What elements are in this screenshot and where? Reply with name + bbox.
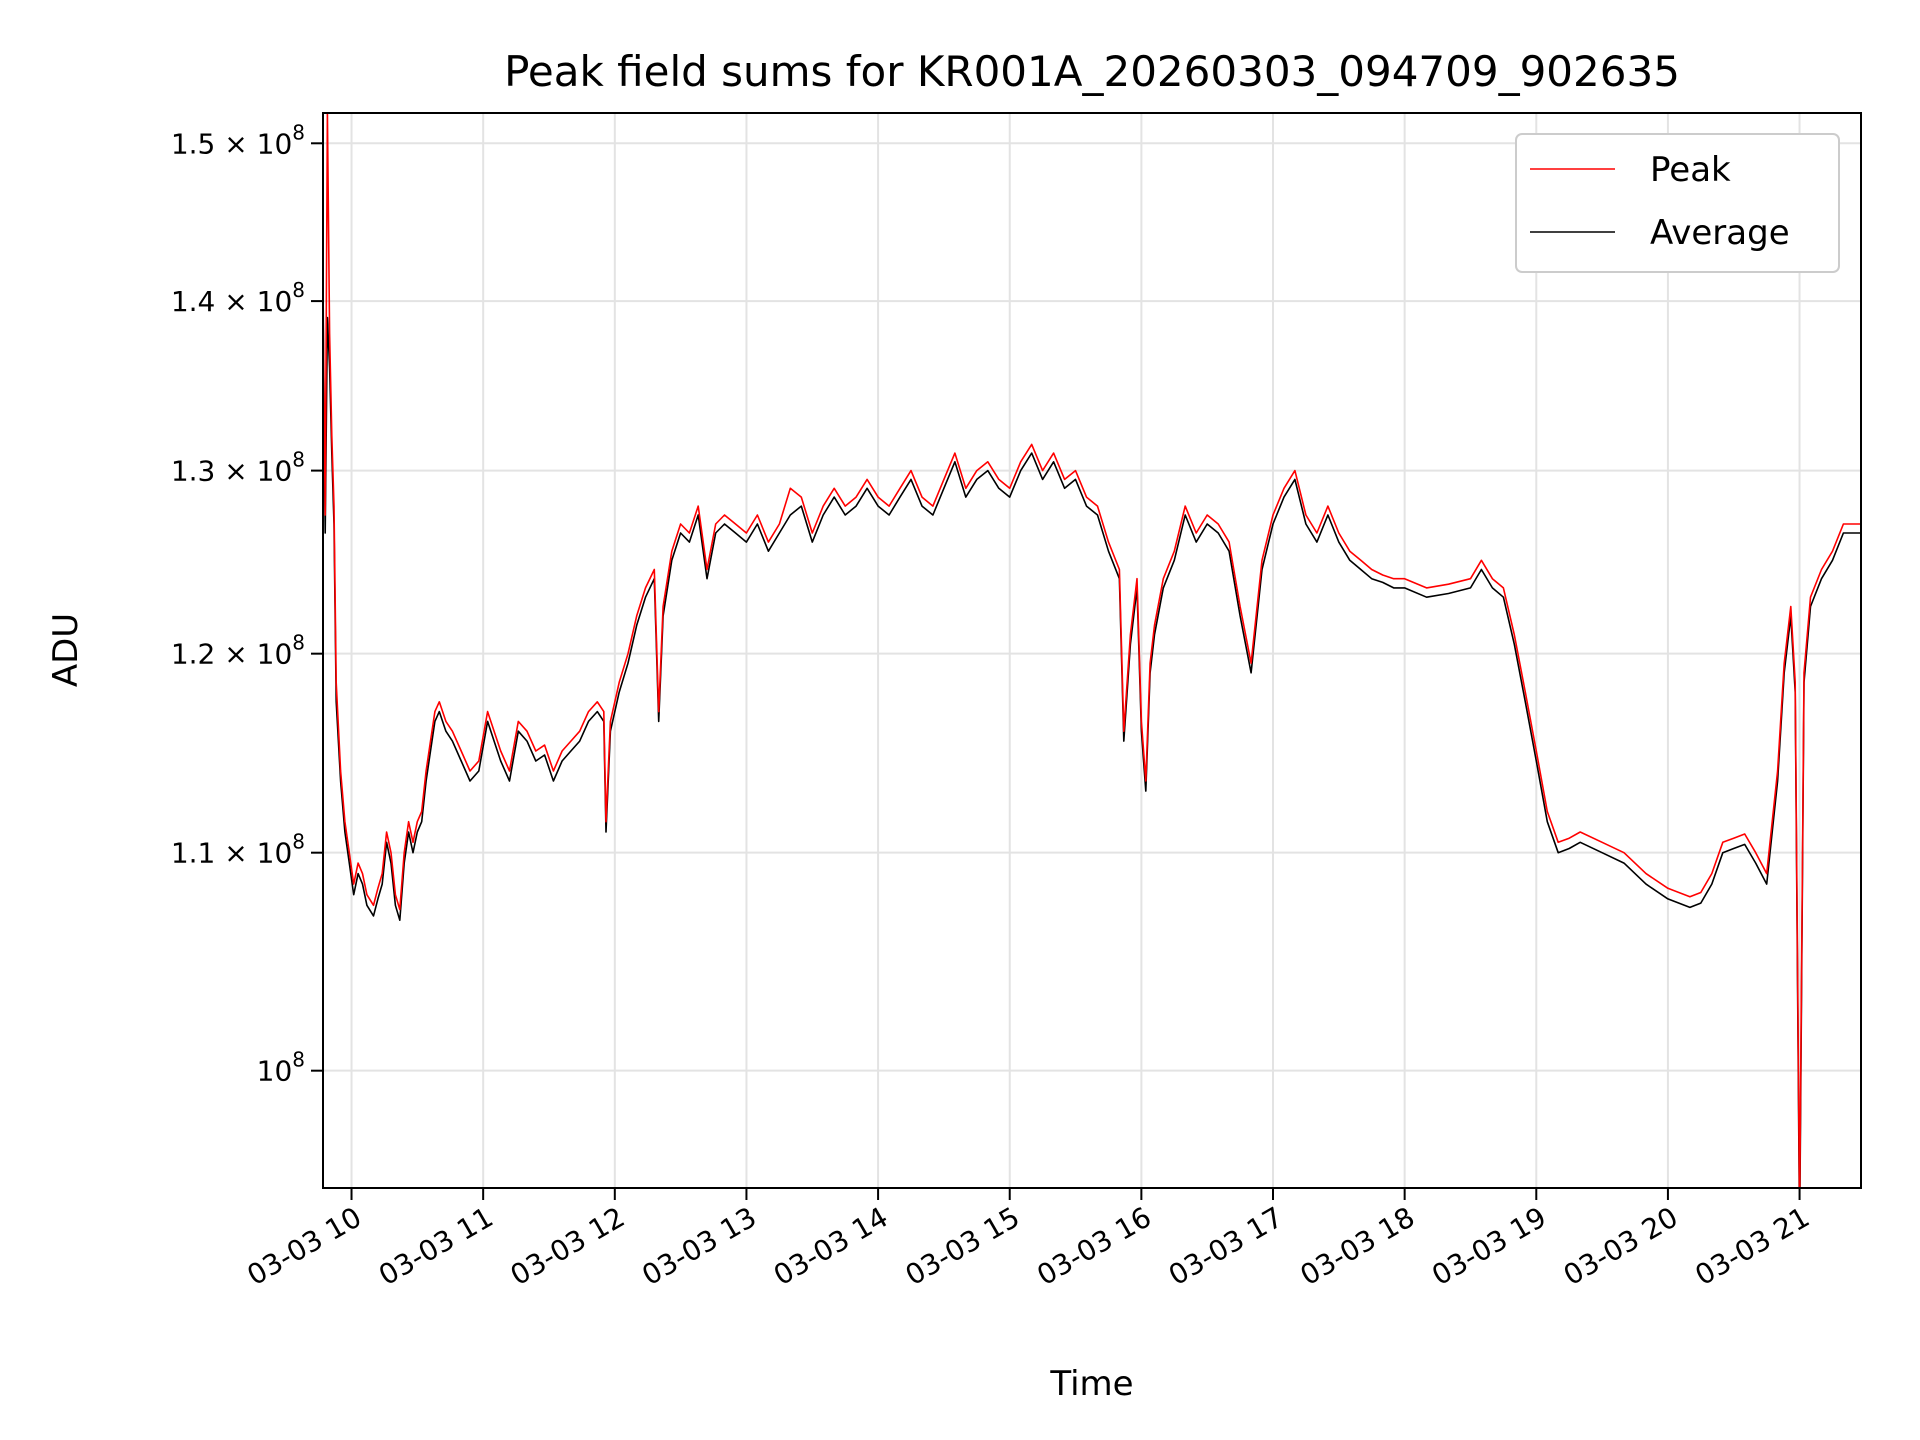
y-tick-label: 1.3 × 108 bbox=[171, 448, 305, 488]
grid bbox=[323, 113, 1861, 1188]
y-axis: 108 1.1 × 108 1.2 × 108 1.3 × 108 1.4 × 108 1… bbox=[171, 120, 323, 1088]
y-axis-label: ADU bbox=[46, 613, 86, 687]
series-line-peak bbox=[323, 113, 1861, 1188]
y-tick-label: 1.2 × 108 bbox=[171, 631, 305, 671]
legend-average-label: Average bbox=[1650, 213, 1790, 253]
y-tick-label: 1.4 × 108 bbox=[171, 278, 305, 318]
plot-area bbox=[323, 113, 1861, 1188]
legend-peak-label: Peak bbox=[1650, 150, 1731, 190]
series-layer bbox=[323, 113, 1861, 1188]
plot-frame bbox=[322, 112, 1862, 1189]
chart-title: Peak field sums for KR001A_20260303_0947… bbox=[504, 47, 1680, 96]
y-tick-label: 1.1 × 108 bbox=[171, 830, 305, 870]
legend: Peak Average bbox=[1515, 133, 1840, 273]
y-tick-label: 108 bbox=[257, 1048, 305, 1088]
y-tick-label: 1.5 × 108 bbox=[171, 120, 305, 160]
series-line-average bbox=[323, 301, 1861, 1188]
x-axis-label: Time bbox=[1049, 1364, 1133, 1404]
